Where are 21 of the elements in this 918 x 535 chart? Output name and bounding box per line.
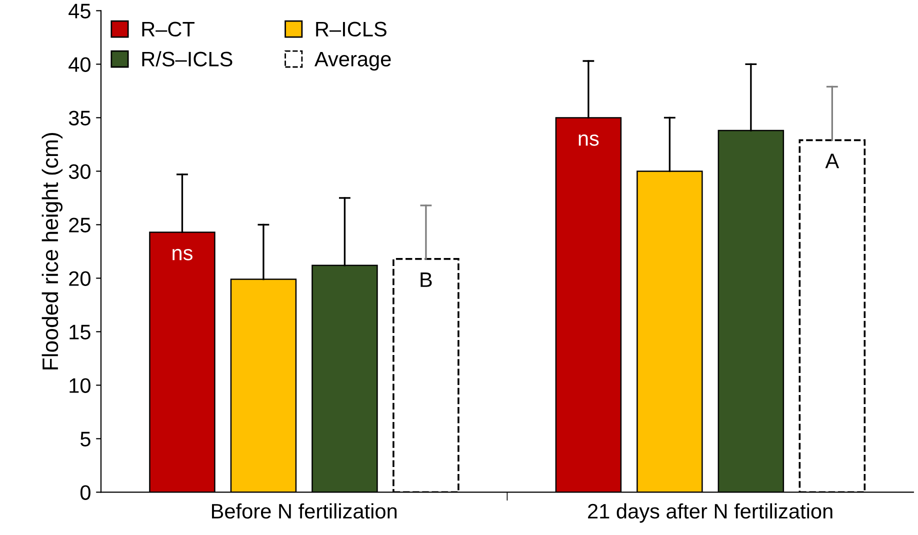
y-tick-label: 20 bbox=[69, 271, 90, 286]
y-tick-label: 45 bbox=[68, 4, 90, 18]
y-tick-label: 30 bbox=[68, 164, 90, 179]
y-tick-label: 25 bbox=[69, 218, 90, 232]
y-tick-label: 40 bbox=[68, 57, 90, 72]
legend-label: Average bbox=[314, 52, 391, 71]
x-tick-label: 21 days after N fertilization bbox=[588, 503, 832, 523]
legend-label: R–CT bbox=[142, 22, 194, 37]
legend-label: R/S–ICLS bbox=[142, 51, 232, 66]
y-axis-title: Flooded rice height (cm) bbox=[42, 133, 63, 370]
x-tick-label: Before N fertilization bbox=[212, 503, 397, 519]
data-label: ns bbox=[578, 134, 599, 146]
y-tick-label: 10 bbox=[70, 378, 90, 393]
y-tick-label: 5 bbox=[80, 432, 90, 446]
data-label: A bbox=[825, 154, 840, 168]
y-tick-label: 15 bbox=[70, 324, 90, 340]
data-label: B bbox=[420, 272, 432, 287]
data-label: ns bbox=[172, 248, 192, 260]
y-tick-label: 35 bbox=[68, 110, 90, 126]
y-tick-label: 0 bbox=[80, 485, 90, 500]
legend-label: R–ICLS bbox=[316, 22, 386, 37]
